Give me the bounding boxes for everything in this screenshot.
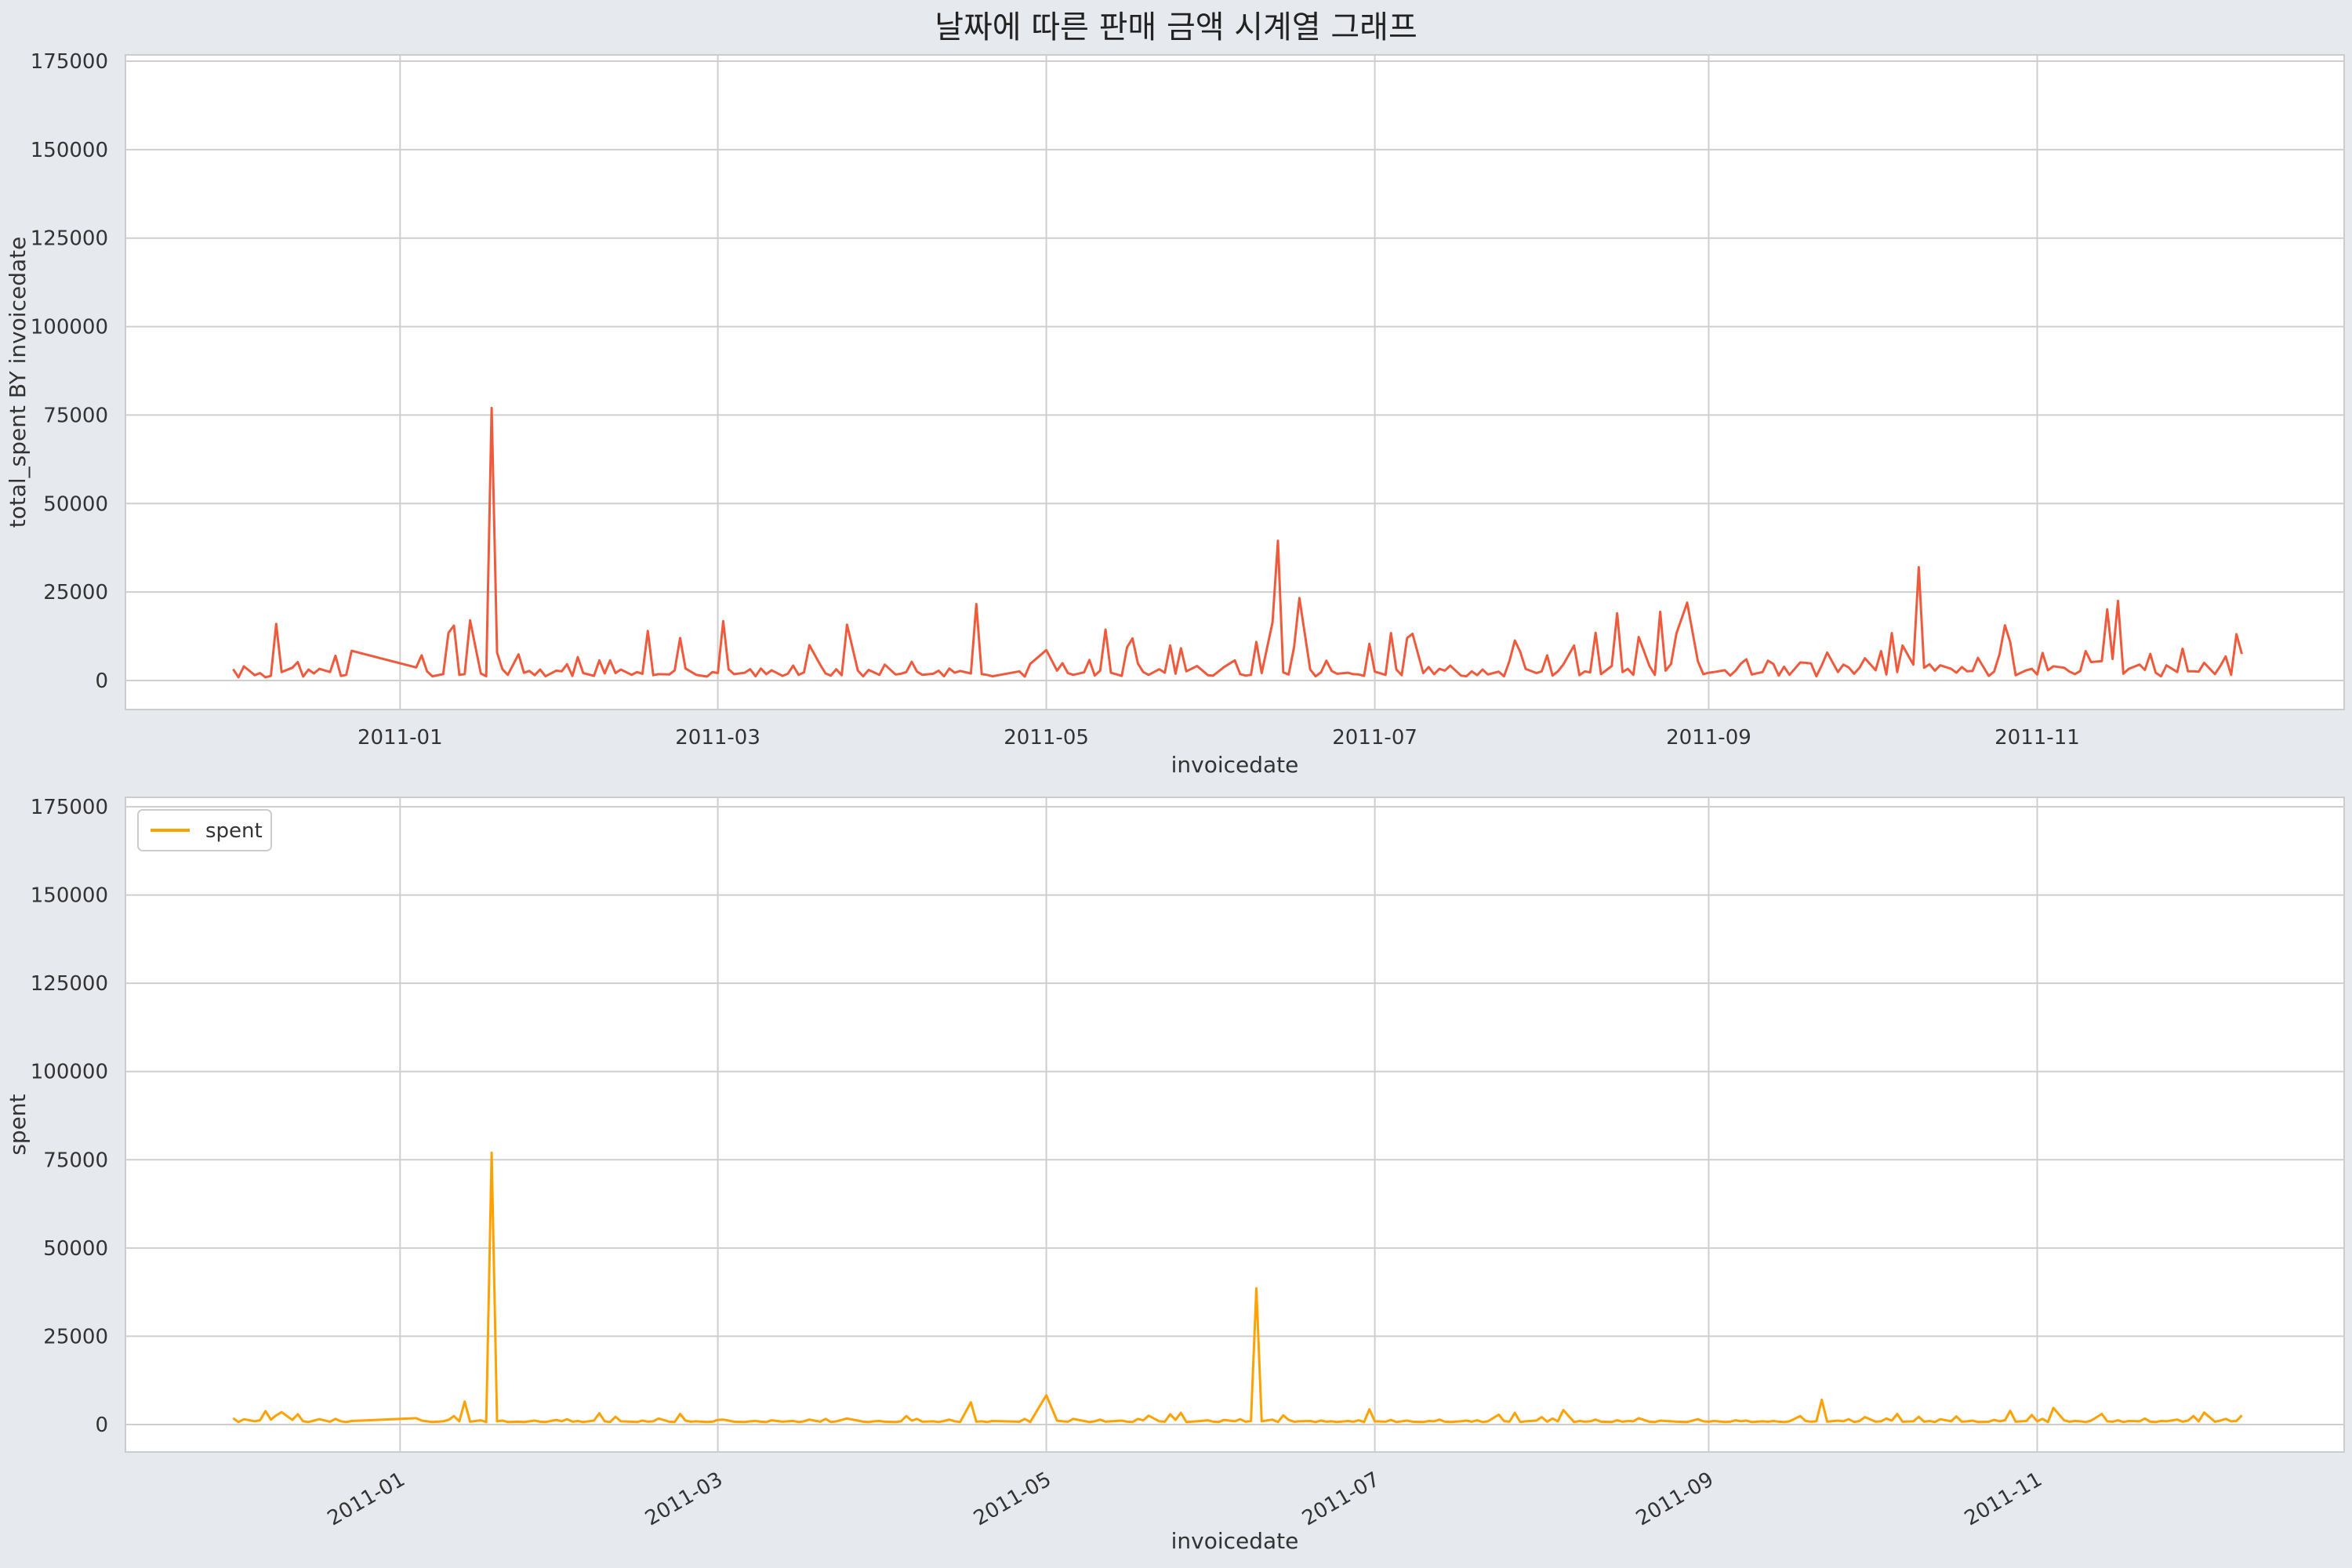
y-tick-label: 50000 xyxy=(43,1237,108,1261)
y-tick-label: 150000 xyxy=(31,884,108,908)
y-tick-label: 100000 xyxy=(31,1061,108,1084)
x-tick-label: 2011-05 xyxy=(970,1468,1055,1530)
x-tick-label: 2011-03 xyxy=(675,726,760,750)
legend-label: spent xyxy=(205,819,263,843)
y-tick-label: 50000 xyxy=(43,492,108,516)
series-line-spent xyxy=(232,1151,2243,1424)
x-tick-label: 2011-07 xyxy=(1298,1468,1384,1530)
y-tick-label: 25000 xyxy=(43,1325,108,1348)
figure-title: 날짜에 따른 판매 금액 시계열 그래프 xyxy=(935,9,1417,45)
y-axis-label: total_spent BY invoicedate xyxy=(5,237,31,528)
x-axis-label: invoicedate xyxy=(1171,752,1299,778)
y-tick-label: 25000 xyxy=(43,581,108,604)
plot-area-1 xyxy=(125,54,2345,710)
y-axis-label: spent xyxy=(5,1094,31,1155)
y-tick-label: 0 xyxy=(95,670,108,693)
x-axis-label: invoicedate xyxy=(1171,1528,1299,1554)
y-tick-label: 125000 xyxy=(31,972,108,996)
y-tick-label: 100000 xyxy=(31,316,108,339)
x-tick-label: 2011-11 xyxy=(1961,1468,2046,1530)
x-tick-label: 2011-09 xyxy=(1666,726,1751,750)
x-tick-label: 2011-01 xyxy=(324,1468,409,1530)
y-tick-label: 75000 xyxy=(43,1149,108,1172)
y-tick-label: 75000 xyxy=(43,404,108,427)
x-tick-label: 2011-07 xyxy=(1332,726,1417,750)
y-tick-label: 175000 xyxy=(31,796,108,819)
x-tick-label: 2011-09 xyxy=(1632,1468,1718,1530)
y-tick-label: 150000 xyxy=(31,139,108,162)
x-tick-label: 2011-11 xyxy=(1994,726,2080,750)
x-tick-label: 2011-05 xyxy=(1004,726,1089,750)
y-tick-label: 175000 xyxy=(31,50,108,74)
series-line-panel-1 xyxy=(232,406,2243,679)
x-tick-label: 2011-03 xyxy=(641,1468,727,1530)
y-tick-label: 125000 xyxy=(31,227,108,251)
x-tick-label: 2011-01 xyxy=(358,726,443,750)
y-tick-label: 0 xyxy=(95,1414,108,1437)
legend-box xyxy=(137,809,272,851)
